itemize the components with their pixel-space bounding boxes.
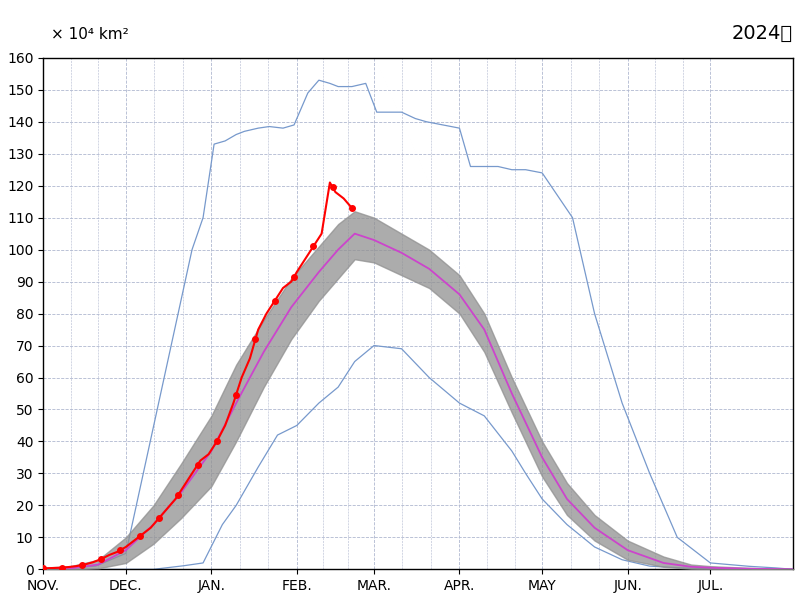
Text: 2024年: 2024年 (732, 23, 793, 43)
Text: × 10⁴ km²: × 10⁴ km² (50, 28, 129, 43)
